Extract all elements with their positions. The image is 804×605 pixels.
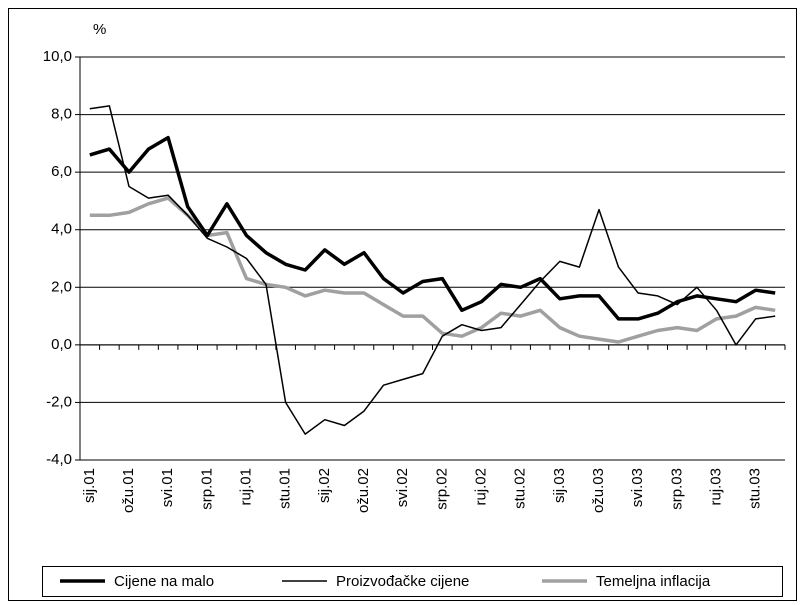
y-tick-label: 8,0 [51,106,72,123]
series-line [89,196,776,344]
y-tick-label: 10,0 [43,48,72,65]
x-tick-label: svi.03 [629,468,646,507]
x-tick-label: srp.03 [668,468,685,510]
x-tick-label: svi.01 [159,468,176,507]
x-tick-label: stu.02 [512,468,529,509]
x-tick-label: srp.02 [433,468,450,510]
x-tick-label: sij.02 [316,468,333,503]
x-tick-label: ožu.01 [120,468,137,513]
x-tick-label: sij.03 [551,468,568,503]
y-tick-label: -2,0 [46,393,72,410]
y-tick-label: 4,0 [51,221,72,238]
y-tick-label: 0,0 [51,336,72,353]
legend-label: Cijene na malo [114,573,214,590]
x-tick-label: stu.03 [747,468,764,509]
series-line [89,135,776,321]
x-tick-label: srp.01 [198,468,215,510]
x-tick-label: ruj.03 [707,468,724,506]
legend-box [42,566,783,597]
x-tick-label: ožu.03 [590,468,607,513]
y-tick-label: 6,0 [51,163,72,180]
y-tick-label: 2,0 [51,278,72,295]
legend-label: Proizvođačke cijene [336,573,469,590]
x-tick-label: stu.01 [277,468,294,509]
x-tick-label: ruj.01 [237,468,254,506]
legend-label: Temeljna inflacija [596,573,711,590]
x-tick-label: ožu.02 [355,468,372,513]
x-tick-label: sij.01 [81,468,98,503]
y-axis-label: % [93,21,106,38]
x-tick-label: svi.02 [394,468,411,507]
chart-frame [8,8,797,601]
series-line [89,105,776,435]
y-tick-label: -4,0 [46,451,72,468]
x-tick-label: ruj.02 [472,468,489,506]
